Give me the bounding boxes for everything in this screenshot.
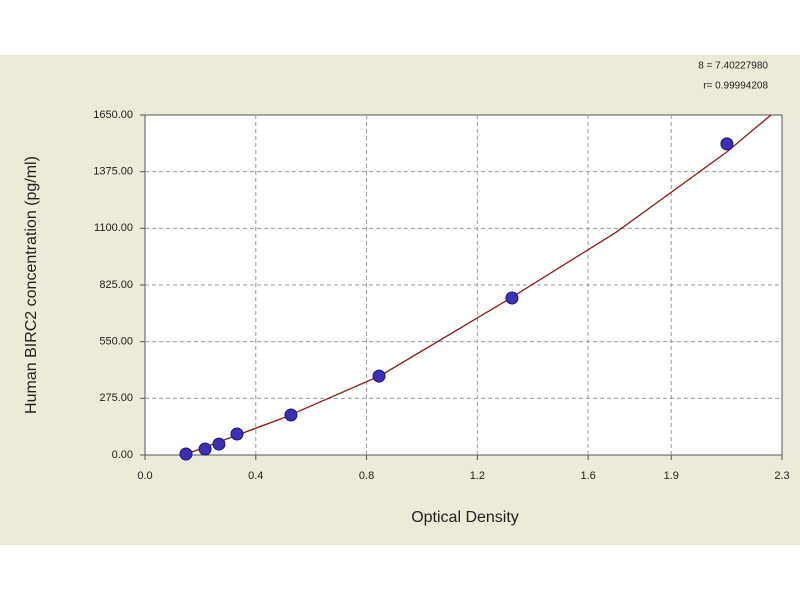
x-tick-label: 0.4 <box>248 470 263 482</box>
annotation: 8 = 7.40227980 <box>698 61 768 72</box>
y-tick-label: 825.00 <box>99 279 133 291</box>
x-tick-label: 2.3 <box>774 470 789 482</box>
x-axis-label: Optical Density <box>411 509 519 526</box>
y-tick-label: 1650.00 <box>93 109 133 121</box>
annotation: r= 0.99994208 <box>703 81 768 92</box>
y-axis-label: Human BIRC2 concentration (pg/ml) <box>23 156 40 414</box>
y-tick-label: 1100.00 <box>94 222 133 234</box>
y-tick-label: 0.00 <box>112 449 133 461</box>
data-point <box>372 369 386 383</box>
data-point <box>212 437 226 451</box>
data-point <box>198 442 212 456</box>
x-tick-label: 0.8 <box>359 470 374 482</box>
x-tick-label: 1.9 <box>664 470 679 482</box>
data-point <box>284 408 298 422</box>
data-point <box>230 427 244 441</box>
data-point <box>505 291 519 305</box>
data-point <box>179 447 193 461</box>
x-tick-label: 1.2 <box>470 470 485 482</box>
data-point <box>720 137 734 151</box>
x-tick-label: 1.6 <box>580 470 595 482</box>
y-tick-label: 550.00 <box>99 336 133 348</box>
x-tick-label: 0.0 <box>137 470 152 482</box>
y-tick-label: 275.00 <box>99 392 133 404</box>
y-tick-label: 1375.00 <box>93 166 133 178</box>
